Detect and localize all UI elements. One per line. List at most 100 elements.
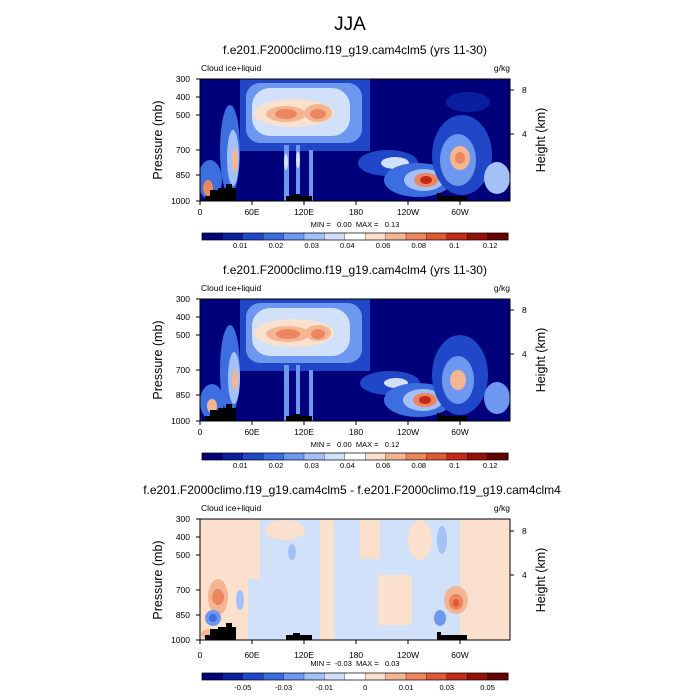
panel-3-xtick-label-0: 0 [198, 650, 203, 660]
panel-1-samerica-right [484, 162, 510, 194]
colorbar-box-0 [201, 232, 223, 241]
panel-3-neg-africa-inner [209, 614, 217, 622]
panel-1-y-ticks: 300 400 500 700 850 1000 [171, 74, 200, 206]
panel-2-xtick-label-0: 0 [198, 427, 203, 437]
colorbar-box-3 [263, 672, 285, 681]
panel-2-africa-inner [232, 370, 238, 390]
panel-3-neutral-patch-6 [265, 520, 305, 540]
colorbar-label-0: -0.05 [234, 683, 251, 692]
colorbar-box-7 [344, 232, 366, 241]
colorbar-label-4: 0.06 [376, 461, 391, 470]
panel-2-ylabel: Pressure (mb) [151, 320, 165, 399]
colorbar-box-9 [385, 672, 407, 681]
panel-1-upper-right-patch [446, 92, 490, 112]
colorbar-box-14 [487, 232, 509, 241]
colorbar-box-13 [467, 672, 489, 681]
panel-1-ylabel: Pressure (mb) [151, 100, 165, 179]
panel-2-ytick-label-300: 300 [176, 294, 190, 304]
panel-3-terrain-africa [205, 623, 236, 640]
panel-2-ytick-label-500: 500 [176, 330, 190, 340]
panel-3-xtick-label-1: 60E [244, 650, 259, 660]
colorbar-label-7: 0.12 [483, 241, 498, 250]
panel-2-xtick-label-1: 60E [244, 427, 259, 437]
panel-1-stripe-1 [284, 145, 289, 201]
panel-3-neutral-patch-3 [360, 519, 380, 559]
colorbar-box-2 [242, 232, 264, 241]
panel-1-ytick-label-400: 400 [176, 92, 190, 102]
panel-1-x-ticks: 0 60E 120E 180 120W 60W [198, 201, 469, 217]
colorbar-label-2: 0.03 [304, 241, 319, 250]
panel-1-heatmap [200, 79, 510, 201]
colorbar-label-7: 0.12 [483, 461, 498, 470]
colorbar-box-5 [303, 232, 325, 241]
colorbar-box-14 [487, 672, 509, 681]
panel-2-units-label: g/kg [494, 283, 510, 293]
panel-2-stripe-1 [284, 365, 289, 421]
panel-1-units-label: g/kg [494, 63, 510, 73]
panel-3-ytick-label-1000: 1000 [171, 635, 190, 645]
panel-2-frame [199, 298, 511, 422]
colorbar-label-6: 0.1 [449, 461, 459, 470]
panel-2-colorbar: 0.01 0.02 0.03 0.04 0.06 0.08 0.1 0.12 [201, 452, 509, 470]
panel-3-xtick-label-5: 60W [451, 650, 468, 660]
panel-2-samerica-inner [450, 370, 466, 390]
panel-3-neg-africa-col [236, 590, 244, 610]
colorbar-box-14 [487, 452, 509, 461]
colorbar-label-4: 0.06 [376, 241, 391, 250]
figure-title: JJA [334, 14, 366, 35]
colorbar-box-1 [222, 232, 244, 241]
colorbar-box-2 [242, 672, 264, 681]
panel-3-neutral-patch-5 [408, 520, 432, 560]
colorbar-box-7 [344, 452, 366, 461]
panel-3-stats: MIN = -0.03 MAX = 0.03 [310, 659, 399, 668]
colorbar-label-1: 0.02 [269, 461, 284, 470]
panel-3-neutral-patch-2 [320, 519, 334, 640]
panel-2-ytick-label-700: 700 [176, 365, 190, 375]
colorbar-frame [201, 232, 509, 241]
panel-3-heatmap [200, 519, 510, 640]
colorbar-label-4: 0.01 [399, 683, 414, 692]
panel-3-variable-label: Cloud ice+liquid [201, 503, 262, 513]
panel-1-ylabel-right: Height (km) [534, 108, 548, 173]
panel-1-xtick-label-5: 60W [451, 207, 468, 217]
panel-2-stratocumulus-max [419, 396, 431, 404]
colorbar-frame [201, 672, 509, 681]
colorbar-box-9 [385, 232, 407, 241]
panel-1-stripe-highlight-1 [284, 154, 288, 170]
colorbar-box-12 [446, 452, 468, 461]
colorbar-frame [201, 452, 509, 461]
panel-1-xtick-label-2: 120E [294, 207, 314, 217]
panel-2-max-wpac-inner [311, 329, 325, 339]
panel-2-xtick-label-3: 180 [349, 427, 363, 437]
colorbar-label-2: -0.01 [316, 683, 333, 692]
colorbar-box-6 [324, 232, 346, 241]
panel-2-xtick-label-2: 120E [294, 427, 314, 437]
colorbar-box-3 [263, 232, 285, 241]
colorbar-box-8 [365, 672, 387, 681]
panel-3-pos-samerica-core [453, 599, 459, 607]
panel-2-terrain-indonesia [286, 414, 312, 421]
colorbar-box-13 [467, 232, 489, 241]
panel-3-frame [199, 518, 511, 641]
panel-1-xtick-label-4: 120W [397, 207, 419, 217]
panel-2-title: f.e201.F2000climo.f19_g19.cam4clm4 (yrs … [223, 263, 487, 277]
panel-1-y-right-ticks: 8 4 [510, 85, 527, 139]
panel-1-max-wpac-inner [310, 109, 326, 119]
colorbar-box-12 [446, 672, 468, 681]
colorbar-box-9 [385, 452, 407, 461]
colorbar-box-8 [365, 232, 387, 241]
panel-1-colorbar: 0.01 0.02 0.03 0.04 0.06 0.08 0.1 0.12 [201, 232, 509, 250]
colorbar-label-3: 0 [363, 683, 367, 692]
panel-1-rtick-label-8: 8 [522, 85, 527, 95]
panel-1-stats: MIN = 0.00 MAX = 0.13 [311, 220, 400, 229]
colorbar-box-12 [446, 232, 468, 241]
panel-2-x-ticks: 0 60E 120E 180 120W 60W [198, 421, 469, 437]
colorbar-box-3 [263, 452, 285, 461]
panel-1-xtick-label-0: 0 [198, 207, 203, 217]
panel-1-ytick-label-850: 850 [176, 170, 190, 180]
colorbar-box-10 [405, 672, 427, 681]
panel-3-ytick-label-400: 400 [176, 532, 190, 542]
colorbar-label-5: 0.08 [411, 241, 426, 250]
panel-3-pos-africa-inner [212, 589, 224, 605]
